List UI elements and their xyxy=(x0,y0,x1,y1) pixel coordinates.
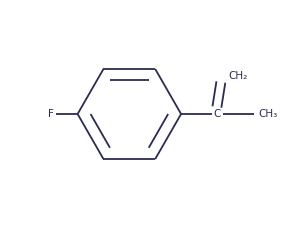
Text: F: F xyxy=(48,109,54,119)
Text: CH₃: CH₃ xyxy=(259,109,278,119)
Text: CH₂: CH₂ xyxy=(229,71,248,81)
Text: C: C xyxy=(213,109,220,119)
